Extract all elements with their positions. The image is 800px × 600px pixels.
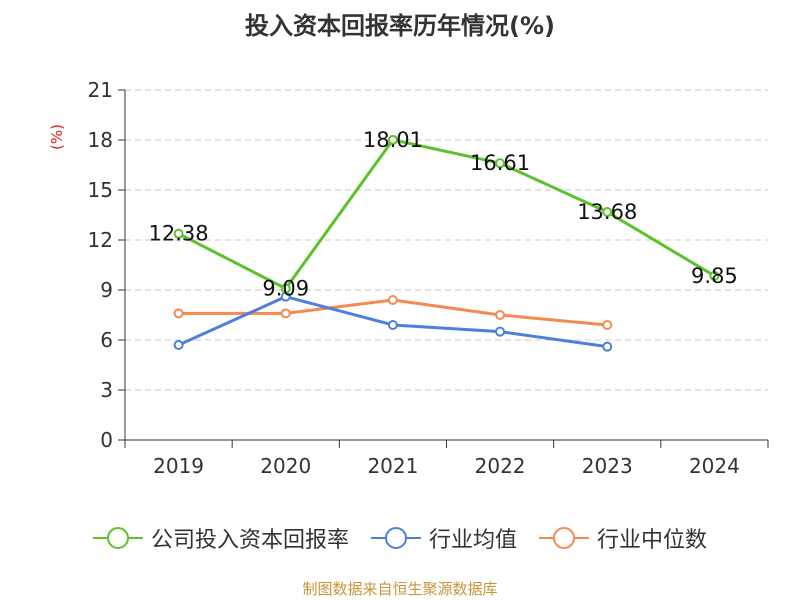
y-tick-label: 0 bbox=[100, 428, 113, 452]
y-tick-label: 9 bbox=[100, 278, 113, 302]
y-tick-label: 12 bbox=[88, 228, 113, 252]
data-point bbox=[602, 207, 613, 217]
legend-label: 行业均值 bbox=[428, 528, 517, 553]
data-point bbox=[602, 341, 613, 352]
x-tick-label: 2023 bbox=[582, 454, 633, 478]
legend-item-company[interactable]: 公司投入资本回报率 bbox=[92, 522, 349, 554]
data-point bbox=[495, 310, 506, 320]
data-point bbox=[280, 283, 291, 294]
data-point bbox=[709, 270, 720, 281]
legend-item-industry-median[interactable]: 行业中位数 bbox=[539, 522, 707, 554]
legend-label: 公司投入资本回报率 bbox=[150, 528, 349, 553]
data-label: 16.61 bbox=[470, 151, 530, 175]
y-tick-label: 18 bbox=[88, 128, 113, 152]
legend: 公司投入资本回报率 行业均值 行业中位数 bbox=[0, 520, 800, 556]
legend-marker-icon bbox=[539, 526, 589, 550]
data-point bbox=[173, 340, 184, 350]
y-tick-label: 6 bbox=[100, 328, 113, 352]
data-point bbox=[387, 134, 398, 145]
data-label: 13.68 bbox=[577, 200, 637, 224]
series-line bbox=[177, 138, 716, 290]
x-tick-label: 2021 bbox=[367, 454, 418, 478]
x-tick-label: 2024 bbox=[689, 454, 740, 478]
data-point bbox=[173, 228, 184, 239]
data-label: 9.09 bbox=[262, 277, 309, 301]
data-point bbox=[602, 320, 613, 330]
x-tick-label: 2020 bbox=[260, 454, 311, 478]
y-tick-label: 3 bbox=[100, 378, 113, 402]
legend-label: 行业中位数 bbox=[597, 528, 708, 553]
data-point bbox=[495, 158, 506, 169]
data-point bbox=[495, 326, 506, 337]
x-tick-label: 2019 bbox=[153, 454, 204, 478]
x-tick-label: 2022 bbox=[475, 454, 526, 478]
source-note: 制图数据来自恒生聚源数据库 bbox=[302, 580, 498, 598]
data-label: 12.38 bbox=[149, 222, 209, 246]
y-tick-label: 21 bbox=[88, 78, 113, 102]
legend-marker-icon bbox=[92, 526, 143, 550]
data-label: 9.85 bbox=[691, 264, 738, 288]
y-tick-label: 15 bbox=[88, 178, 113, 202]
data-label: 18.01 bbox=[363, 128, 423, 152]
data-point bbox=[280, 308, 291, 319]
data-point bbox=[387, 295, 398, 305]
legend-marker-icon bbox=[370, 526, 421, 550]
data-point bbox=[387, 320, 398, 330]
legend-item-industry-mean[interactable]: 行业均值 bbox=[370, 522, 517, 554]
chart-title: 投入资本回报率历年情况(%) bbox=[245, 12, 555, 40]
data-point bbox=[173, 308, 184, 319]
